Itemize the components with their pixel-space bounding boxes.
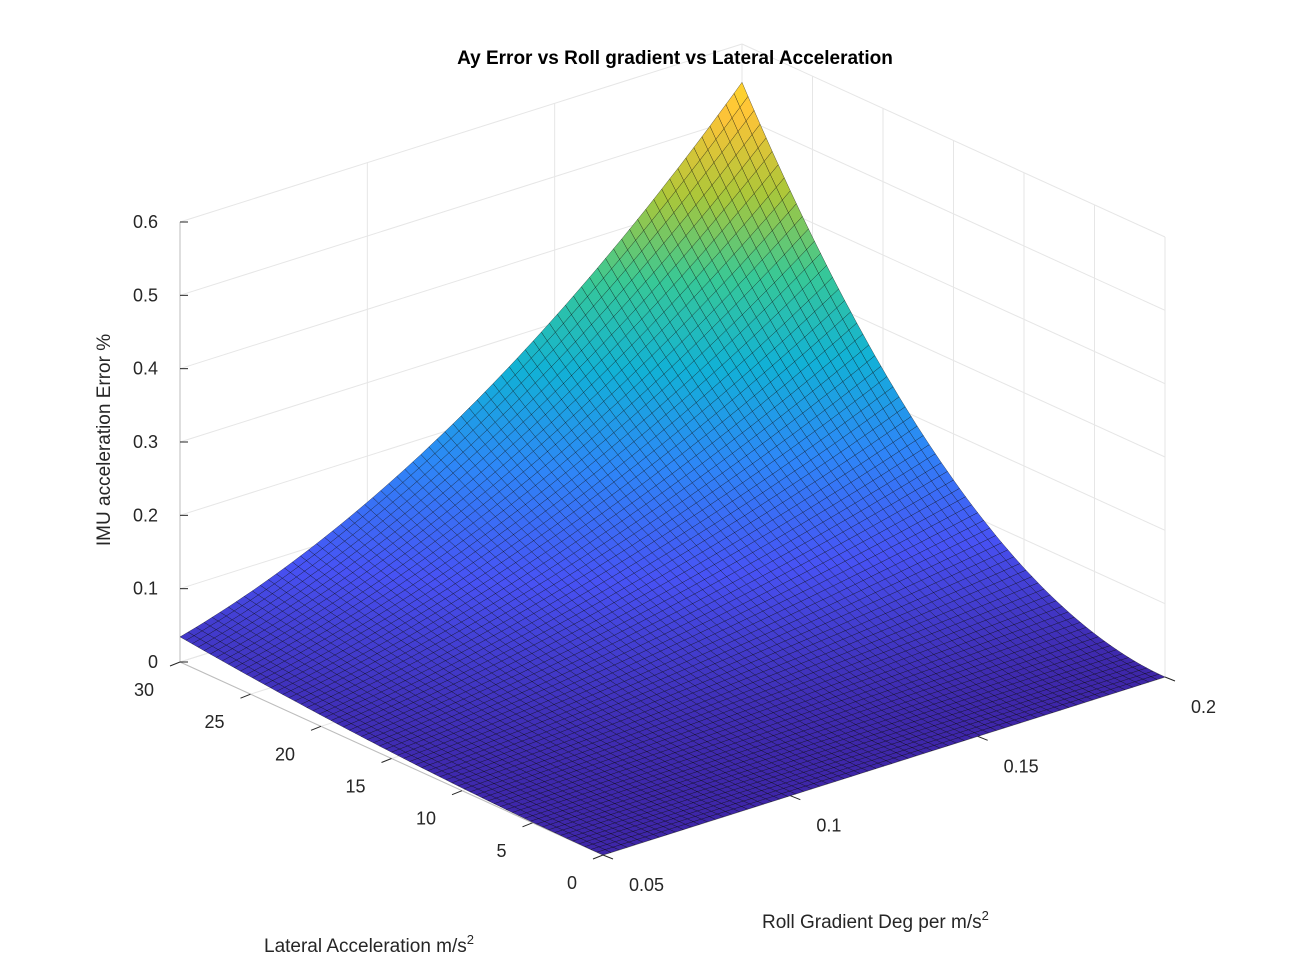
y-tick-label: 20 [275, 744, 295, 764]
y-axis-label-sup: 2 [467, 932, 474, 947]
z-tick-label: 0.1 [133, 579, 158, 599]
y-tick-mark [592, 854, 604, 860]
side-wall-grid-z [741, 116, 1166, 311]
z-tick-label: 0.6 [133, 212, 158, 232]
y-tick-label: 5 [496, 841, 506, 861]
z-tick-label: 0.3 [133, 432, 158, 452]
z-tick-label: 0.2 [133, 505, 158, 525]
x-axis-label: Roll Gradient Deg per m/s2 [762, 908, 989, 933]
y-axis-label: Lateral Acceleration m/s2 [264, 932, 474, 957]
back-wall-grid-z [179, 43, 743, 223]
y-tick-label: 10 [416, 809, 436, 829]
x-tick-mark [1164, 676, 1176, 682]
y-axis-label-main: Lateral Acceleration m/s [264, 936, 467, 957]
x-tick-mark [790, 795, 801, 801]
y-tick-mark [381, 758, 392, 763]
y-tick-mark [240, 693, 251, 699]
z-tick-label: 0.5 [133, 285, 158, 305]
y-tick-label: 15 [345, 777, 365, 797]
x-axis-label-main: Roll Gradient Deg per m/s [762, 912, 982, 933]
y-tick-mark [522, 822, 533, 828]
x-tick-mark [602, 854, 614, 860]
z-axis-label: IMU acceleration Error % [94, 334, 115, 546]
y-tick-mark [169, 661, 181, 667]
x-tick-label: 0.2 [1191, 697, 1216, 717]
x-tick-label: 0.15 [1004, 756, 1039, 776]
y-tick-mark [310, 725, 322, 731]
y-tick-label: 30 [134, 680, 154, 700]
y-tick-label: 25 [204, 712, 224, 732]
back-wall-grid-z [179, 116, 743, 296]
chart-title: Ay Error vs Roll gradient vs Lateral Acc… [457, 48, 893, 69]
surface-mesh [179, 81, 1166, 856]
x-tick-label: 0.05 [629, 875, 664, 895]
side-wall-grid-z [741, 43, 1166, 238]
side-wall-grid-z [741, 190, 1166, 385]
x-tick-label: 0.1 [816, 816, 841, 836]
x-axis-label-sup: 2 [982, 908, 989, 923]
z-tick-label: 0.4 [133, 359, 158, 379]
y-tick-mark [451, 790, 463, 796]
x-tick-mark [977, 735, 988, 741]
z-tick-label: 0 [148, 652, 158, 672]
y-tick-label: 0 [567, 873, 577, 893]
